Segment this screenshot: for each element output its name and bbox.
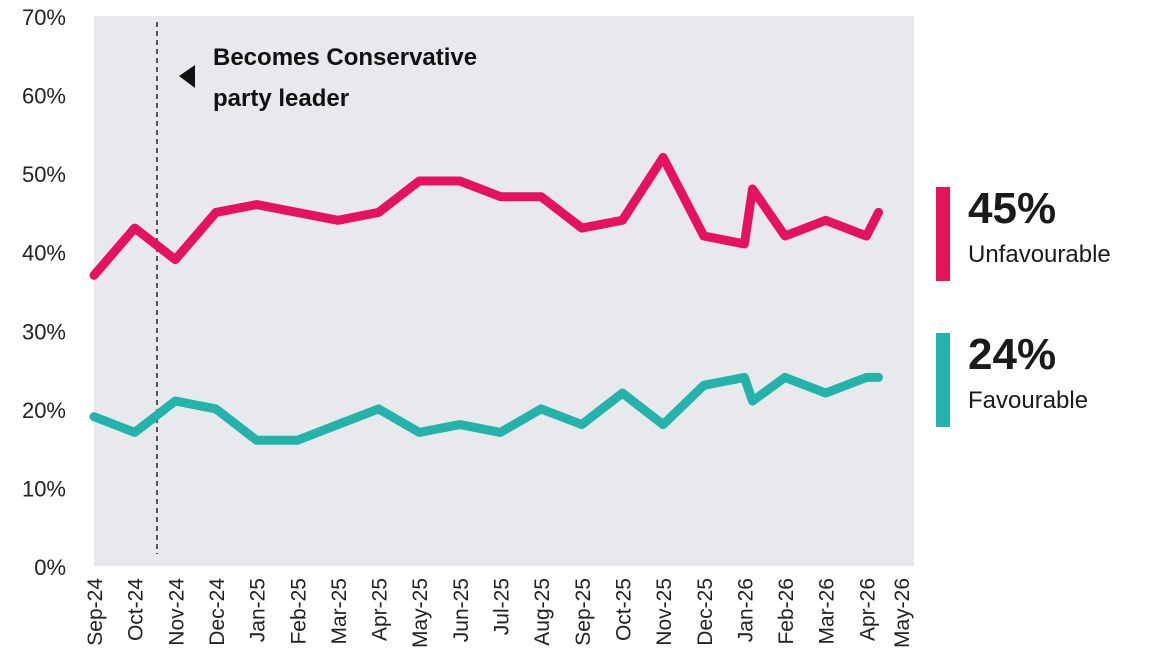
y-tick-label: 70% <box>22 5 66 30</box>
series-line-favourable <box>89 372 883 445</box>
series-line-unfavourable <box>89 152 883 280</box>
x-tick-label: Feb-26 <box>775 578 798 645</box>
x-tick-label: Sep-25 <box>572 578 595 646</box>
annotation-line-2: party leader <box>213 85 349 112</box>
x-tick-label: Dec-24 <box>206 578 229 646</box>
x-axis: Sep-24 Oct-24 Nov-24 Dec-24 Jan-25 Feb-25 Mar-… <box>84 578 914 648</box>
legend-label-unfavourable: Unfavourable <box>968 241 1111 268</box>
x-tick-label: May-25 <box>409 578 432 648</box>
legend-value-unfavourable: 45% <box>968 184 1057 233</box>
legend-favourable: 24% Favourable <box>936 330 1161 427</box>
y-tick-label: 20% <box>22 398 66 423</box>
x-tick-label: Nov-24 <box>165 578 188 646</box>
x-tick-label: Jun-25 <box>450 578 473 642</box>
x-tick-label: Jan-25 <box>247 578 270 642</box>
series-lines <box>89 152 883 445</box>
x-tick-label: Aug-25 <box>531 578 554 646</box>
x-tick-label: Feb-25 <box>287 578 310 645</box>
plot-background <box>94 16 914 566</box>
y-tick-label: 0% <box>34 555 66 580</box>
y-tick-label: 50% <box>22 162 66 187</box>
x-tick-label: Mar-26 <box>816 578 839 645</box>
legend-label-favourable: Favourable <box>968 387 1089 414</box>
legend-swatch-favourable <box>936 333 950 427</box>
x-tick-label: Mar-25 <box>328 578 351 645</box>
legend-value-favourable: 24% <box>968 330 1057 379</box>
x-tick-label: Oct-25 <box>612 578 635 641</box>
x-tick-label: Jan-26 <box>734 578 757 642</box>
legend-swatch-unfavourable <box>936 187 950 281</box>
x-tick-label: Oct-24 <box>125 578 148 641</box>
x-tick-label: Dec-25 <box>694 578 717 646</box>
x-tick-label: Apr-25 <box>369 578 392 641</box>
arrow-left-icon <box>179 65 196 88</box>
x-tick-label: Jul-25 <box>491 578 514 635</box>
y-axis: 0% 10% 20% 30% 40% 50% 60% 70% <box>22 5 66 580</box>
legend-unfavourable: 45% Unfavourable <box>936 184 1161 281</box>
y-tick-label: 40% <box>22 241 66 266</box>
y-tick-label: 10% <box>22 476 66 501</box>
x-tick-label: Nov-25 <box>653 578 676 646</box>
x-tick-label: Apr-26 <box>856 578 879 641</box>
y-tick-label: 30% <box>22 319 66 344</box>
annotation-line-1: Becomes Conservative <box>213 44 477 71</box>
y-tick-label: 60% <box>22 84 66 109</box>
x-tick-label: Sep-24 <box>84 578 107 646</box>
x-tick-label: May-26 <box>891 578 914 648</box>
